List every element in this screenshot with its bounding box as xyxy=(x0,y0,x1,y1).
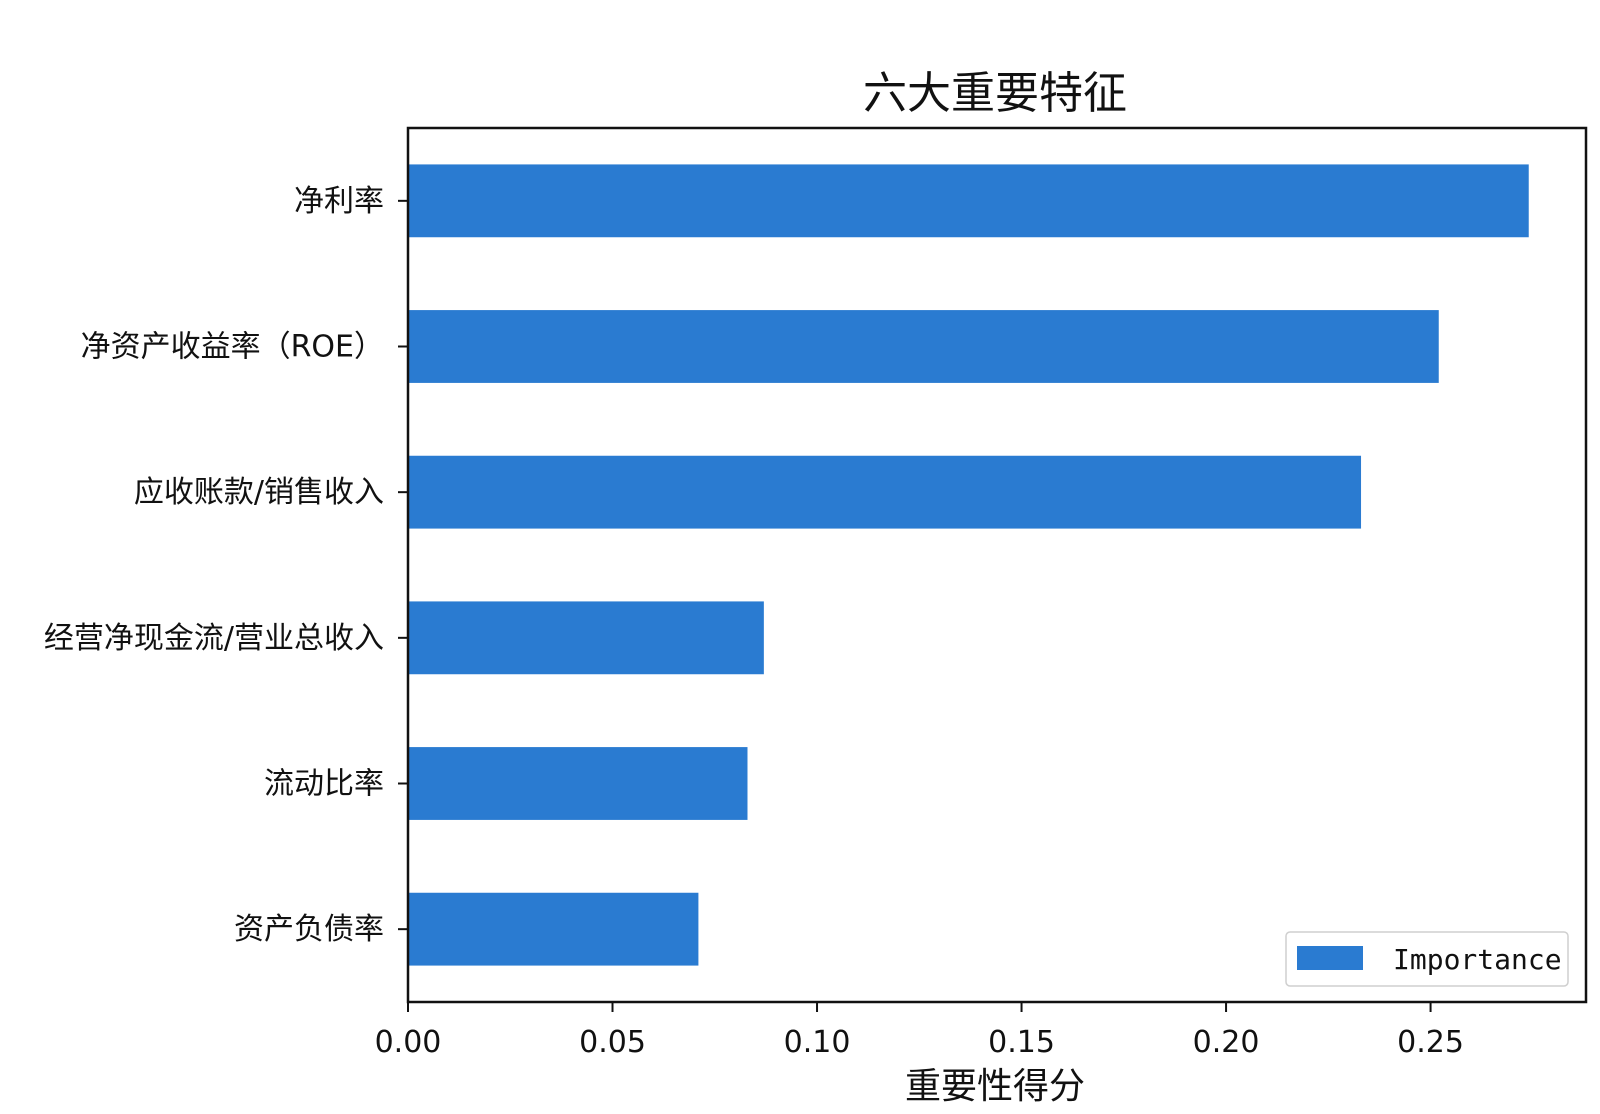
y-tick-label: 资产负债率 xyxy=(234,912,384,947)
y-tick-label: 流动比率 xyxy=(264,767,384,802)
legend-label: Importance xyxy=(1393,943,1562,976)
bar xyxy=(408,455,1362,529)
bar xyxy=(408,310,1439,383)
y-tick-label: 净资产收益率（ROE） xyxy=(81,330,384,365)
x-tick-label: 0.00 xyxy=(375,1025,442,1060)
x-tick-label: 0.15 xyxy=(988,1025,1055,1060)
bar xyxy=(408,601,764,675)
legend: Importance xyxy=(1285,931,1569,987)
y-tick-label: 应收账款/销售收入 xyxy=(134,475,384,510)
y-tick-label: 净利率 xyxy=(294,184,384,219)
x-tick-label: 0.20 xyxy=(1193,1025,1260,1060)
legend-box xyxy=(1285,931,1569,987)
bars-layer xyxy=(408,164,1529,966)
legend-swatch xyxy=(1297,946,1363,970)
x-tick-label: 0.05 xyxy=(579,1025,646,1060)
x-axis: 0.00 0.05 0.10 0.15 0.20 0.25 xyxy=(375,1002,1464,1060)
chart-title: 六大重要特征 xyxy=(863,68,1127,119)
x-tick-label: 0.10 xyxy=(784,1025,851,1060)
bar xyxy=(408,164,1529,238)
plot-frame xyxy=(406,126,1588,1004)
y-tick-label: 经营净现金流/营业总收入 xyxy=(44,621,384,656)
x-tick-label: 0.25 xyxy=(1397,1025,1464,1060)
bar xyxy=(408,892,699,966)
bar xyxy=(408,747,748,820)
x-axis-title: 重要性得分 xyxy=(905,1066,1085,1107)
